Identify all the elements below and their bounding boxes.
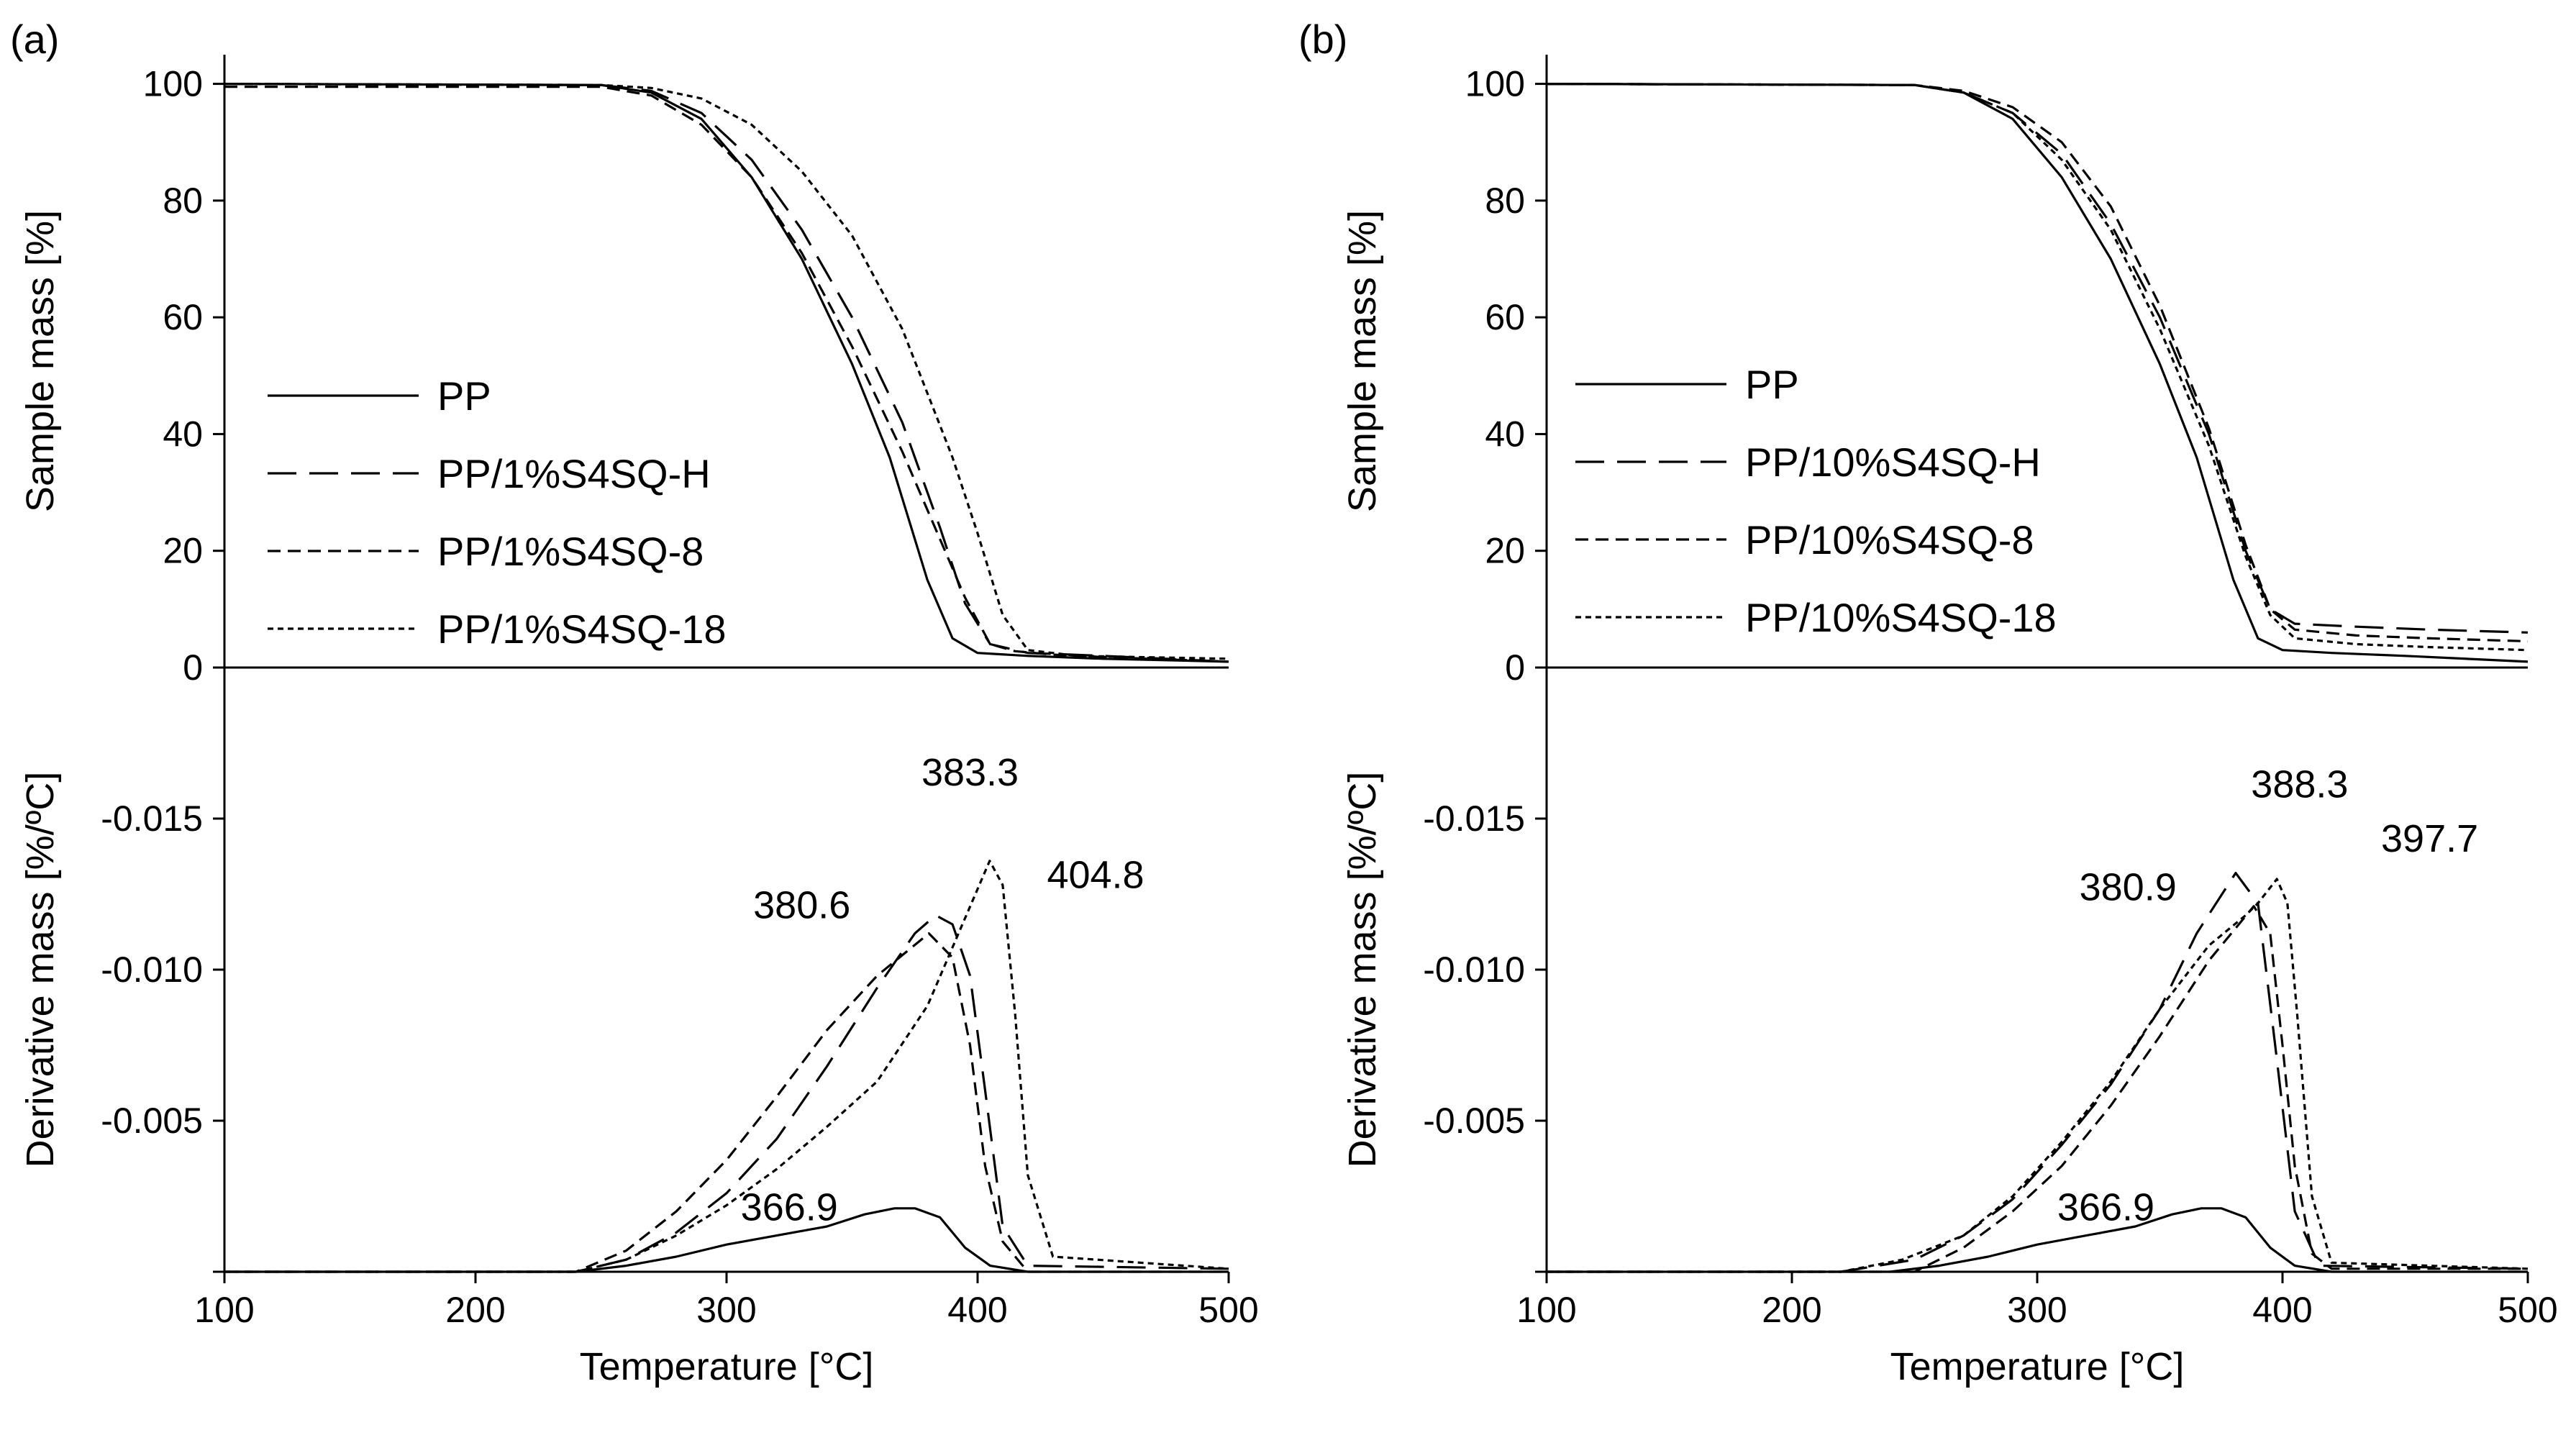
y-tick-label: 80 <box>1485 181 1525 221</box>
y-tick-label: 40 <box>1485 414 1525 454</box>
mass-curve-pp <box>1546 83 2529 663</box>
y-axis-title-top: Sample mass [%] <box>1341 210 1384 512</box>
legend-label: PP/10%S4SQ-18 <box>1745 595 2057 640</box>
panel-label: (a) <box>10 17 59 62</box>
peak-annotation: 366.9 <box>741 1186 838 1229</box>
y-axis-title-top: Sample mass [%] <box>19 210 62 512</box>
y-tick-label: 60 <box>1485 297 1525 337</box>
mass-curve-pp-1-s4sq-18 <box>224 83 1229 660</box>
mass-curve-pp-1-s4sq-h <box>224 83 1229 663</box>
y-tick-label: -0.015 <box>101 798 203 839</box>
y-axis-title-bottom: Derivative mass [%/ºC] <box>19 772 62 1168</box>
x-tick-label: 100 <box>1516 1290 1576 1330</box>
dtg-curve-pp-10-s4sq-18 <box>1547 878 2529 1273</box>
y-tick-label: -0.010 <box>1423 950 1525 990</box>
dtg-curve-pp-10-s4sq-h <box>1547 872 2529 1273</box>
mass-curve-pp-10-s4sq-8 <box>1546 83 2529 643</box>
dtg-curve-pp-1-s4sq-8 <box>224 932 1229 1273</box>
peak-annotation: 366.9 <box>2057 1186 2154 1229</box>
x-tick-label: 200 <box>445 1290 505 1330</box>
y-axis-title-bottom: Derivative mass [%/ºC] <box>1341 772 1384 1168</box>
x-tick-label: 400 <box>947 1290 1007 1330</box>
panel-label: (b) <box>1298 17 1347 62</box>
y-tick-label: 40 <box>163 414 203 454</box>
peak-annotation: 397.7 <box>2381 817 2478 860</box>
x-tick-label: 100 <box>194 1290 254 1330</box>
dtg-curve-pp <box>224 1207 1229 1273</box>
legend-label: PP/1%S4SQ-18 <box>437 606 727 652</box>
dtg-curve-pp <box>1547 1207 2528 1273</box>
x-tick-label: 400 <box>2252 1290 2312 1330</box>
dtg-curve-pp-1-s4sq-18 <box>224 860 1229 1273</box>
peak-annotation: 383.3 <box>921 751 1019 794</box>
dtg-curve-pp-10-s4sq-8 <box>1547 905 2528 1273</box>
x-tick-label: 300 <box>2007 1290 2067 1330</box>
mass-curve-pp-10-s4sq-h <box>1546 83 2529 634</box>
legend-label: PP <box>437 373 491 419</box>
peak-annotation: 404.8 <box>1047 854 1144 897</box>
legend: PP PP/10%S4SQ-H PP/10%S4SQ-8 PP/10%S4SQ-18 <box>1575 362 2057 640</box>
panel-a: (a) 0 20 40 60 80 100 -0.005 -0.010 -0.015 100 200 3… <box>10 17 1259 1388</box>
mass-curve-pp <box>224 83 1229 663</box>
legend-label: PP <box>1745 362 1799 407</box>
panel-b: (b) 0 20 40 60 80 100 -0.005 -0.010 -0.015 100 200 3… <box>1298 17 2558 1388</box>
y-tick-label: -0.005 <box>101 1101 203 1141</box>
legend-label: PP/10%S4SQ-8 <box>1745 517 2034 563</box>
y-tick-label: 80 <box>163 181 203 221</box>
y-tick-label: -0.010 <box>101 950 203 990</box>
y-tick-label: 100 <box>1465 64 1525 104</box>
legend-label: PP/1%S4SQ-H <box>437 451 711 496</box>
y-tick-label: 20 <box>1485 531 1525 571</box>
y-tick-label: 20 <box>163 531 203 571</box>
dtg-curve-pp-1-s4sq-h <box>224 914 1229 1273</box>
y-tick-label: 60 <box>163 297 203 337</box>
x-axis-title: Temperature [°C] <box>580 1345 874 1388</box>
mass-curve-pp-10-s4sq-18 <box>1546 83 2529 652</box>
legend-label: PP/10%S4SQ-H <box>1745 440 2041 485</box>
y-tick-label: 0 <box>1505 647 1525 688</box>
y-tick-label: 100 <box>143 64 203 104</box>
peak-annotation: 380.6 <box>753 884 850 927</box>
y-tick-label: 0 <box>183 647 203 688</box>
peak-annotation: 380.9 <box>2080 865 2177 909</box>
legend: PP PP/1%S4SQ-H PP/1%S4SQ-8 PP/1%S4SQ-18 <box>268 373 727 652</box>
x-tick-label: 500 <box>2498 1290 2557 1330</box>
x-tick-label: 300 <box>696 1290 756 1330</box>
y-tick-label: -0.015 <box>1423 798 1525 839</box>
x-axis-title: Temperature [°C] <box>1890 1345 2185 1388</box>
y-tick-label: -0.005 <box>1423 1101 1525 1141</box>
x-tick-label: 200 <box>1762 1290 1821 1330</box>
peak-annotation: 388.3 <box>2251 763 2348 806</box>
mass-curve-pp-1-s4sq-8 <box>224 86 1229 663</box>
x-tick-label: 500 <box>1198 1290 1258 1330</box>
legend-label: PP/1%S4SQ-8 <box>437 529 704 574</box>
